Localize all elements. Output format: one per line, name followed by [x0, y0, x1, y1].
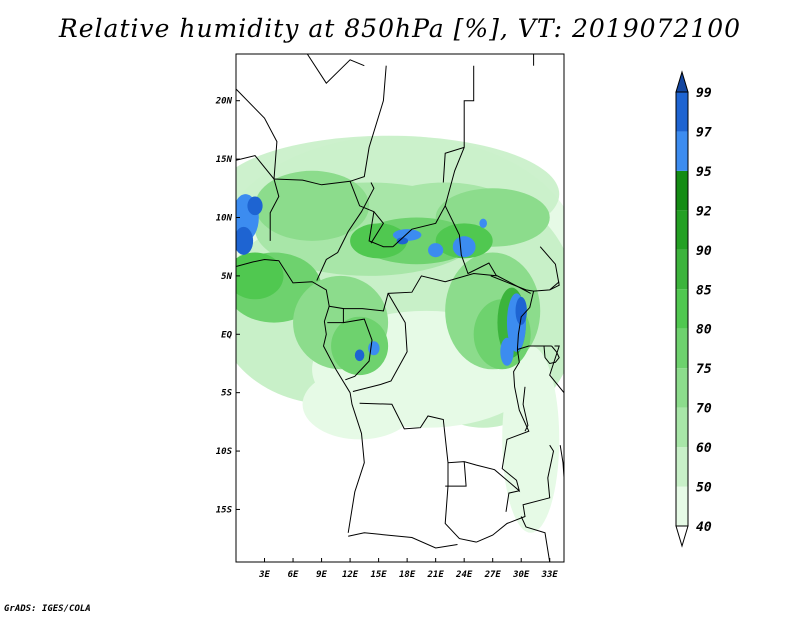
colorbar-label: 80: [696, 323, 712, 338]
humidity-contour: [479, 218, 487, 229]
border-line: [349, 181, 393, 248]
border-line: [273, 65, 387, 186]
colorbar-label: 75: [696, 362, 712, 377]
border-line: [370, 211, 385, 244]
lon-tick-label: 15E: [370, 570, 387, 580]
border-line: [549, 345, 564, 394]
latitude-labels: 20N 15N 10N 5N EQ 5S 10S 15S: [215, 97, 240, 515]
lat-tick-label: 15N: [216, 155, 233, 165]
colorbar-top-arrow: [675, 70, 689, 93]
colorbar-box: [676, 289, 688, 329]
lat-tick-label: 15S: [216, 505, 233, 515]
lon-tick-label: 18E: [399, 570, 416, 580]
border-line: [236, 88, 278, 180]
humidity-contour: [331, 316, 389, 376]
border-line: [516, 290, 535, 350]
lon-tick-label: 9E: [316, 570, 327, 580]
colorbar-label: 50: [696, 481, 712, 496]
humidity-contour: [354, 349, 365, 362]
colorbar: 40 50 60 70 75 80 85 90 92 95 97 99: [675, 70, 712, 548]
border-line: [476, 444, 555, 543]
border-line: [520, 516, 551, 562]
humidity-contour: [255, 170, 370, 241]
lon-tick-label: 21E: [427, 570, 445, 580]
lon-tick-label: 27E: [484, 570, 502, 580]
colorbar-label: 85: [696, 283, 712, 298]
longitude-labels: 3E 6E 9E 12E 15E 18E 21E 24E 27E 30E 33E: [258, 558, 558, 580]
colorbar-bottom-arrow: [675, 525, 689, 548]
country-borders: [236, 54, 564, 562]
colorbar-box: [676, 170, 688, 211]
colorbar-box: [676, 92, 688, 132]
border-line: [306, 54, 365, 84]
colorbar-box: [676, 210, 688, 250]
border-line: [444, 462, 477, 543]
lon-tick-label: 30E: [512, 570, 530, 580]
colorbar-box: [676, 447, 688, 487]
humidity-contour: [428, 243, 444, 258]
humidity-contour: [236, 252, 284, 300]
border-line: [352, 293, 408, 392]
humidity-contour: [452, 236, 476, 258]
lat-tick-label: 10N: [216, 213, 233, 223]
border-line: [517, 345, 550, 350]
border-line: [327, 305, 344, 324]
map-frame: [235, 53, 565, 563]
colorbar-label: 40: [696, 520, 712, 535]
border-line: [343, 272, 531, 312]
colorbar-box: [676, 407, 688, 448]
lon-tick-label: 33E: [541, 570, 559, 580]
humidity-fill: [236, 135, 564, 533]
colorbar-label: 60: [696, 441, 712, 456]
border-line: [522, 386, 529, 432]
lat-tick-label: 10S: [216, 447, 233, 457]
border-line: [539, 246, 560, 291]
border-line: [445, 461, 467, 487]
humidity-contour: [396, 237, 409, 245]
humidity-contour: [350, 223, 408, 259]
border-line: [343, 318, 373, 381]
border-line: [442, 146, 465, 183]
grads-credit: GrADS: IGES/COLA: [4, 604, 91, 614]
colorbar-label: 97: [696, 125, 712, 140]
border-line: [543, 345, 560, 365]
lon-tick-label: 24E: [455, 570, 473, 580]
colorbar-label: 99: [696, 86, 712, 101]
lat-tick-label: EQ: [221, 330, 232, 340]
colorbar-box: [676, 368, 688, 408]
lon-tick-label: 6E: [288, 570, 299, 580]
border-line: [359, 349, 530, 493]
humidity-contour: [236, 226, 254, 255]
colorbar-label: 92: [696, 204, 712, 219]
lat-tick-label: 20N: [215, 97, 233, 107]
colorbar-label: 95: [696, 165, 712, 180]
lat-tick-label: 5S: [221, 389, 232, 399]
lat-tick-label: 5N: [221, 272, 232, 282]
humidity-contour: [500, 337, 514, 366]
colorbar-box: [676, 486, 688, 526]
colorbar-box: [676, 249, 688, 290]
border-line: [505, 490, 520, 512]
border-line: [392, 204, 497, 277]
border-line: [444, 65, 475, 206]
border-line: [236, 155, 280, 241]
border-line: [559, 445, 564, 504]
border-line: [316, 182, 375, 281]
humidity-contour: [302, 369, 417, 440]
lon-tick-label: 12E: [342, 570, 359, 580]
humidity-contour: [502, 345, 560, 533]
humidity-contour: [247, 196, 263, 216]
colorbar-box: [676, 131, 688, 171]
lon-tick-label: 3E: [258, 570, 270, 580]
colorbar-box: [676, 328, 688, 369]
colorbar-label: 70: [696, 402, 712, 417]
border-line: [236, 258, 365, 533]
colorbar-label: 90: [696, 244, 712, 259]
humidity-contour: [515, 296, 527, 325]
map-title: Relative humidity at 850hPa [%], VT: 201…: [58, 14, 742, 43]
border-line: [348, 532, 458, 549]
